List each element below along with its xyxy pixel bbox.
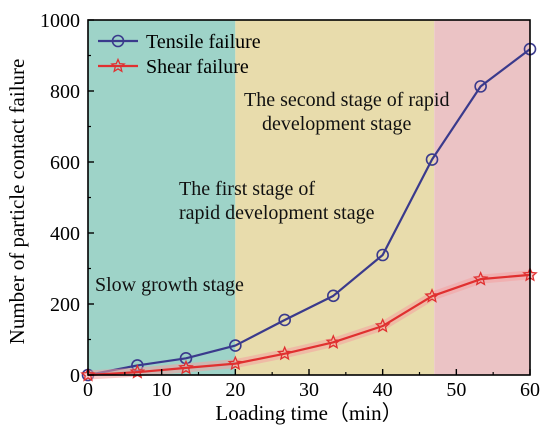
legend-label: Shear failure — [146, 56, 249, 78]
data-point — [424, 287, 440, 303]
stage-bands — [88, 20, 530, 375]
stage-label-line: development stage — [262, 113, 412, 135]
x-tick-label: 10 — [152, 379, 172, 401]
data-point — [227, 355, 244, 371]
x-tick-label: 40 — [373, 379, 393, 401]
legend-item: Shear failure — [98, 56, 249, 78]
legend: Tensile failure Shear failure — [98, 31, 261, 78]
legend-item: Tensile failure — [98, 31, 261, 53]
x-tick-label: 60 — [520, 379, 540, 401]
x-tick-label: 20 — [225, 379, 245, 401]
data-point — [278, 313, 291, 327]
y-tick-label: 0 — [70, 365, 80, 387]
stage-label-0: Slow growth stage — [95, 274, 244, 296]
data-point — [474, 80, 487, 93]
y-axis-label: Number of particle contact failure — [5, 59, 29, 345]
data-point — [374, 317, 391, 333]
y-tick-label: 800 — [50, 81, 80, 103]
stage-label-line: rapid development stage — [179, 202, 375, 224]
data-point — [229, 339, 242, 352]
stage-label-line: The second stage of rapid — [244, 89, 449, 111]
x-tick-label: 0 — [83, 379, 93, 401]
data-point — [376, 248, 389, 262]
y-tick-label: 600 — [50, 152, 80, 174]
data-point — [327, 289, 340, 303]
data-point — [425, 153, 439, 166]
x-axis-label: Loading time（min） — [215, 401, 402, 425]
data-point — [325, 334, 342, 349]
data-point — [472, 270, 489, 286]
x-tick-label: 50 — [446, 379, 466, 401]
data-point — [80, 366, 96, 382]
y-tick-label: 200 — [50, 294, 80, 316]
data-point — [178, 359, 194, 375]
legend-marker — [111, 34, 125, 48]
stage-label-line: The first stage of — [179, 178, 315, 200]
y-tick-label: 1000 — [40, 10, 80, 32]
stage-label-line: Slow growth stage — [95, 274, 244, 296]
x-tick-label: 30 — [299, 379, 319, 401]
data-point — [276, 345, 293, 361]
series-line — [87, 48, 531, 377]
stage-band-3 — [434, 20, 530, 375]
legend-label: Tensile failure — [146, 31, 261, 53]
y-tick-label: 400 — [50, 223, 80, 245]
stage-band-0 — [88, 20, 236, 375]
legend-marker — [110, 57, 126, 73]
